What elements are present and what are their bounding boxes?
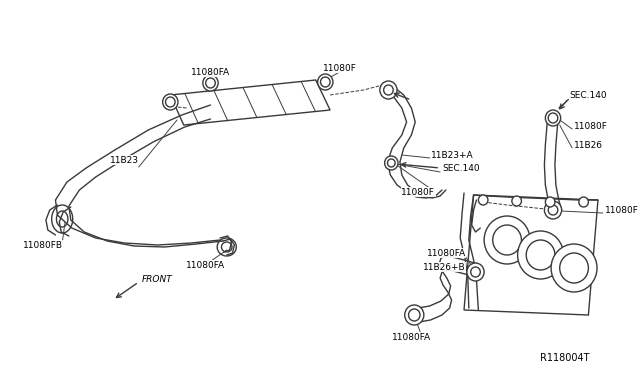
- Text: SEC.140: SEC.140: [442, 164, 479, 173]
- Text: 11080FA: 11080FA: [392, 333, 431, 341]
- Text: FRONT: FRONT: [141, 275, 172, 283]
- Text: 11080FA: 11080FA: [191, 67, 230, 77]
- Polygon shape: [170, 80, 330, 125]
- Circle shape: [317, 74, 333, 90]
- Circle shape: [512, 196, 522, 206]
- Circle shape: [404, 305, 424, 325]
- Text: 11080F: 11080F: [323, 64, 356, 73]
- Circle shape: [321, 77, 330, 87]
- Circle shape: [385, 156, 398, 170]
- Circle shape: [467, 263, 484, 281]
- Circle shape: [380, 81, 397, 99]
- Text: 11B23: 11B23: [110, 155, 139, 164]
- Circle shape: [383, 85, 393, 95]
- Circle shape: [166, 97, 175, 107]
- Circle shape: [408, 309, 420, 321]
- Circle shape: [387, 159, 395, 167]
- Polygon shape: [464, 195, 598, 315]
- Text: 11080FA: 11080FA: [186, 260, 225, 269]
- Text: R118004T: R118004T: [540, 353, 589, 363]
- Circle shape: [518, 231, 564, 279]
- Circle shape: [493, 225, 522, 255]
- Text: 11B23+A: 11B23+A: [431, 151, 473, 160]
- Circle shape: [471, 267, 480, 277]
- Circle shape: [545, 110, 561, 126]
- Text: 11B26+B: 11B26+B: [423, 263, 466, 272]
- Circle shape: [484, 216, 530, 264]
- Circle shape: [205, 78, 215, 88]
- Text: 11080FB: 11080FB: [23, 241, 63, 250]
- Circle shape: [548, 205, 558, 215]
- Text: SEC.140: SEC.140: [569, 90, 607, 99]
- Circle shape: [545, 201, 562, 219]
- Circle shape: [551, 244, 597, 292]
- Text: 11080F: 11080F: [605, 205, 639, 215]
- Circle shape: [560, 253, 588, 283]
- Circle shape: [478, 195, 488, 205]
- Text: 11080F: 11080F: [574, 122, 608, 131]
- Circle shape: [526, 240, 555, 270]
- Text: 11080FA: 11080FA: [427, 248, 466, 257]
- Circle shape: [203, 75, 218, 91]
- Text: 11B26: 11B26: [574, 141, 603, 150]
- Circle shape: [163, 94, 178, 110]
- Circle shape: [548, 113, 558, 123]
- Text: 11080F: 11080F: [401, 187, 435, 196]
- Circle shape: [579, 197, 588, 207]
- Circle shape: [545, 197, 555, 207]
